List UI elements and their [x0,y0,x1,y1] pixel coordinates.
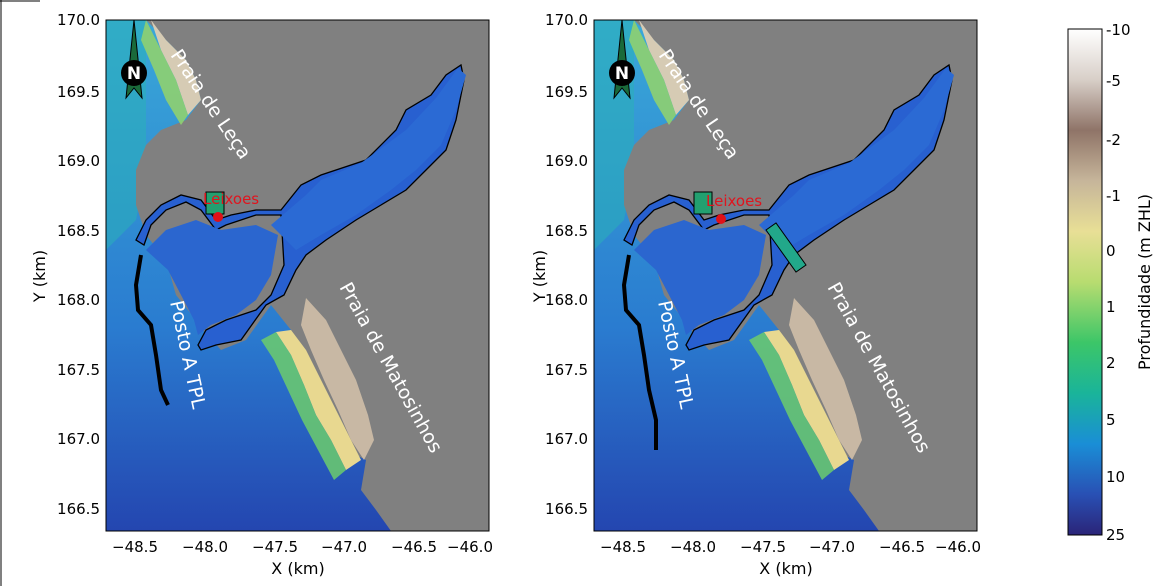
map-panel-1: N Leixoes Praia de Leça Praia de Matosin… [105,19,490,532]
axes-panel-2: 170.0 169.5 169.0 168.5 168.0 167.5 167.… [530,11,981,578]
y-tick: 168.5 [545,222,588,240]
leixoes-marker [213,212,223,222]
x-tick: −48.0 [182,538,228,556]
harbor-inner [634,220,766,335]
colorbar-scale [1067,28,1103,536]
colorbar-tick: -10 [1106,21,1131,39]
beach-leca-green [141,20,188,125]
y-tick: 168.0 [545,291,588,309]
x-tick: −47.5 [740,538,786,556]
port-label: Leixoes [706,192,762,210]
y-tick: 166.5 [545,500,588,518]
beach-leca [639,20,689,115]
x-tick: −48.5 [600,538,646,556]
y-tick: 167.0 [57,430,100,448]
beach-matosinhos [764,330,849,470]
y-tick: 167.5 [545,361,588,379]
y-tick: 169.5 [545,83,588,101]
colorbar: -10 -5 -2 -1 0 1 2 5 10 25 Profundidade … [1067,21,1154,544]
y-tick: 166.5 [57,500,100,518]
colorbar-tick: 2 [1106,354,1116,372]
north-arrow-icon: N [121,19,147,100]
colorbar-tick: 1 [1106,298,1116,316]
x-tick: −48.5 [112,538,158,556]
y-tick: 170.0 [545,11,588,29]
harbor-inner [146,220,278,335]
y-tick: 167.5 [57,361,100,379]
port-label: Leixoes [203,190,259,208]
x-tick: −48.0 [670,538,716,556]
x-tick: −46.5 [391,538,437,556]
y-tick: 169.5 [57,83,100,101]
north-label: N [127,64,141,84]
beach-matosinhos-green [749,332,834,480]
y-axis-label: Y (km) [30,250,49,303]
colorbar-label: Profundidade (m ZHL) [1135,194,1154,370]
y-tick: 169.0 [57,152,100,170]
x-tick: −47.0 [321,538,367,556]
channel-north [271,68,466,250]
breakwater-west [621,254,658,450]
beach-matosinhos [276,330,361,470]
colorbar-tick: 10 [1106,468,1125,486]
x-axis-label: X (km) [759,559,812,578]
colorbar-tick: -1 [1106,187,1121,205]
channel-north [759,68,954,250]
beach-matosinhos-green [261,332,346,480]
colorbar-tick: -5 [1106,72,1121,90]
breakwater-west [133,254,170,406]
colorbar-tick: 5 [1106,411,1116,429]
new-terminal [765,222,807,273]
x-axis-label: X (km) [271,559,324,578]
x-tick: −47.0 [809,538,855,556]
north-label: N [615,64,629,84]
y-tick: 168.0 [57,291,100,309]
map-panel-2: N Leixoes Praia de Leça Praia de Matosin… [593,19,978,532]
y-tick: 170.0 [57,11,100,29]
beach-leca [151,20,201,115]
colorbar-tick: 0 [1106,242,1116,260]
y-axis-label: Y (km) [530,250,549,303]
dock-green [693,191,713,215]
north-arrow-icon: N [609,19,635,100]
colorbar-tick: 25 [1106,526,1125,544]
x-tick: −46.5 [879,538,925,556]
plot-frame [105,19,490,532]
plot-frame [593,19,978,532]
colorbar-tick: -2 [1106,131,1121,149]
x-tick: −47.5 [252,538,298,556]
leixoes-marker [716,214,726,224]
x-tick: −46.0 [935,538,981,556]
y-tick: 168.5 [57,222,100,240]
axes-panel-1: 170.0 169.5 169.0 168.5 168.0 167.5 167.… [30,11,493,578]
y-tick: 167.0 [545,430,588,448]
beach-matosinhos-sand [301,298,374,460]
beach-leca-green [629,20,676,125]
y-tick: 169.0 [545,152,588,170]
beach-matosinhos-sand [789,298,862,460]
x-tick: −46.0 [447,538,493,556]
